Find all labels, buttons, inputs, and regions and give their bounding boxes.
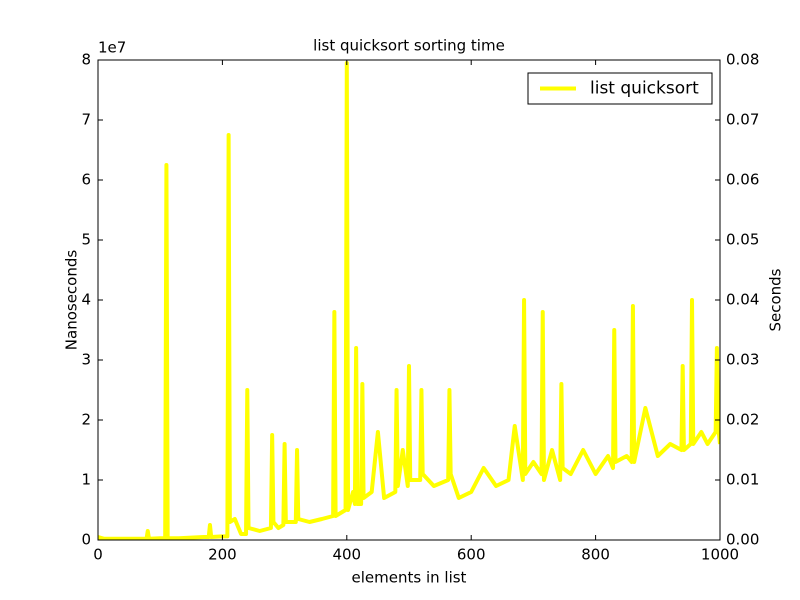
y-tick-label: 1 (81, 471, 91, 489)
y-tick-label: 2 (81, 411, 91, 429)
x-tick-label: 400 (332, 546, 361, 564)
y2-tick-label: 0.02 (726, 411, 759, 429)
y-tick-label: 6 (81, 171, 91, 189)
y2-tick-label: 0.00 (726, 531, 759, 549)
x-tick-label: 1000 (701, 546, 739, 564)
y-offset-label: 1e7 (98, 39, 126, 57)
y2-tick-label: 0.08 (726, 51, 759, 69)
y-tick-label: 0 (81, 531, 91, 549)
y2-tick-label: 0.05 (726, 231, 759, 249)
y-tick-label: 8 (81, 51, 91, 69)
y-axis-label: Nanoseconds (63, 250, 81, 351)
y2-tick-label: 0.01 (726, 471, 759, 489)
x-tick-label: 800 (581, 546, 610, 564)
y2-tick-label: 0.06 (726, 171, 759, 189)
y2-tick-label: 0.03 (726, 351, 759, 369)
y-tick-label: 7 (81, 111, 91, 129)
y2-axis-label: Seconds (767, 268, 785, 331)
chart-title: list quicksort sorting time (313, 37, 505, 55)
x-tick-label: 200 (208, 546, 237, 564)
x-tick-label: 0 (93, 546, 103, 564)
y-tick-label: 3 (81, 351, 91, 369)
y2-tick-label: 0.04 (726, 291, 759, 309)
x-axis-label: elements in list (352, 569, 467, 587)
x-tick-label: 600 (457, 546, 486, 564)
y2-tick-label: 0.07 (726, 111, 759, 129)
data-line (98, 61, 720, 540)
legend-label: list quicksort (590, 79, 699, 99)
y-tick-label: 5 (81, 231, 91, 249)
y-tick-label: 4 (81, 291, 91, 309)
